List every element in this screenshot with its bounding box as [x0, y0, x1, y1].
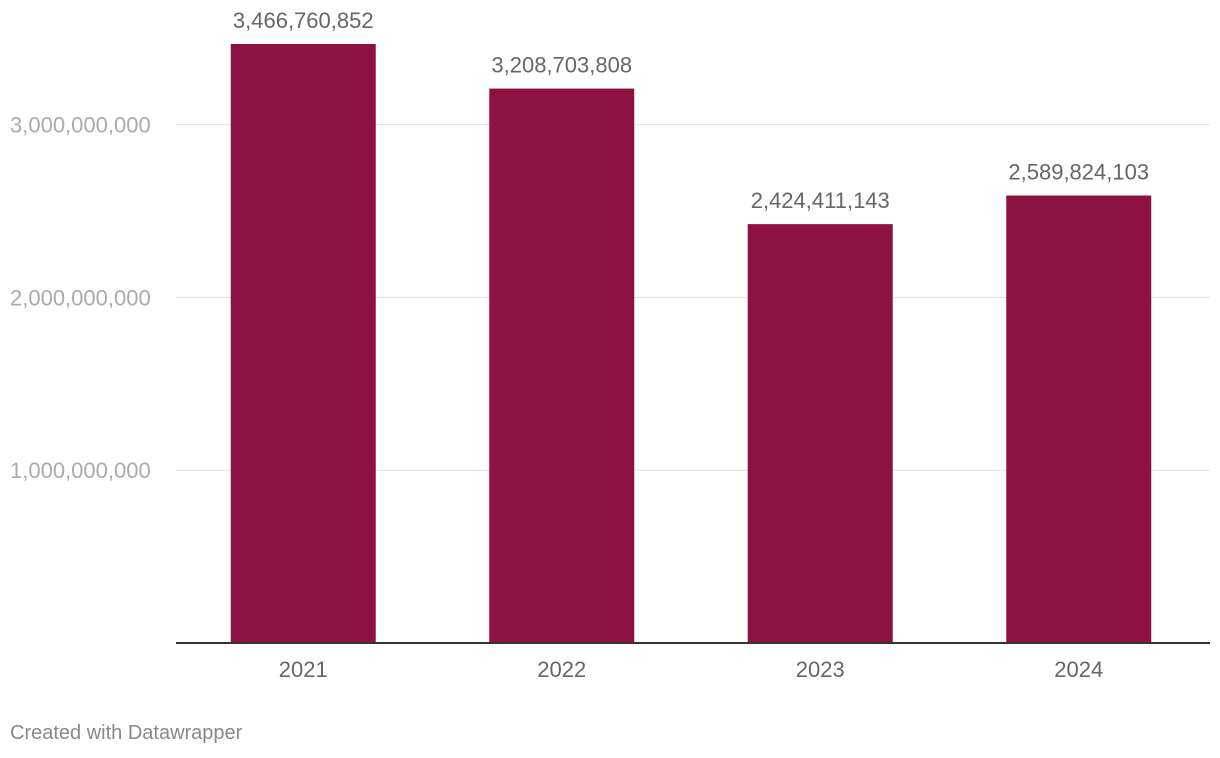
bar-2024	[1006, 195, 1152, 643]
y-tick-label: 2,000,000,000	[10, 285, 151, 310]
chart-credit: Created with Datawrapper	[10, 722, 243, 744]
x-tick-label: 2022	[537, 657, 586, 682]
bar-2021	[230, 44, 376, 643]
x-tick-label: 2021	[279, 657, 328, 682]
bar-2022	[489, 88, 635, 643]
x-axis-labels: 2021 2022 2023 2024	[279, 657, 1103, 682]
bars	[230, 44, 1152, 643]
value-label: 2,589,824,103	[1008, 160, 1149, 185]
y-tick-label: 1,000,000,000	[10, 458, 151, 483]
value-label: 3,466,760,852	[233, 8, 374, 33]
bar-2023	[747, 224, 893, 643]
bar-chart: 1,000,000,0002,000,000,0003,000,000,000 …	[10, 8, 1210, 682]
x-tick-label: 2023	[796, 657, 845, 682]
value-label: 2,424,411,143	[751, 188, 890, 213]
y-tick-label: 3,000,000,000	[10, 113, 151, 138]
x-tick-label: 2024	[1054, 657, 1103, 682]
y-axis-ticks: 1,000,000,000 2,000,000,000 3,000,000,000	[10, 113, 151, 484]
value-label: 3,208,703,808	[491, 53, 632, 78]
value-labels: 3,466,760,852 3,208,703,808 2,424,411,143 2…	[233, 8, 1149, 213]
